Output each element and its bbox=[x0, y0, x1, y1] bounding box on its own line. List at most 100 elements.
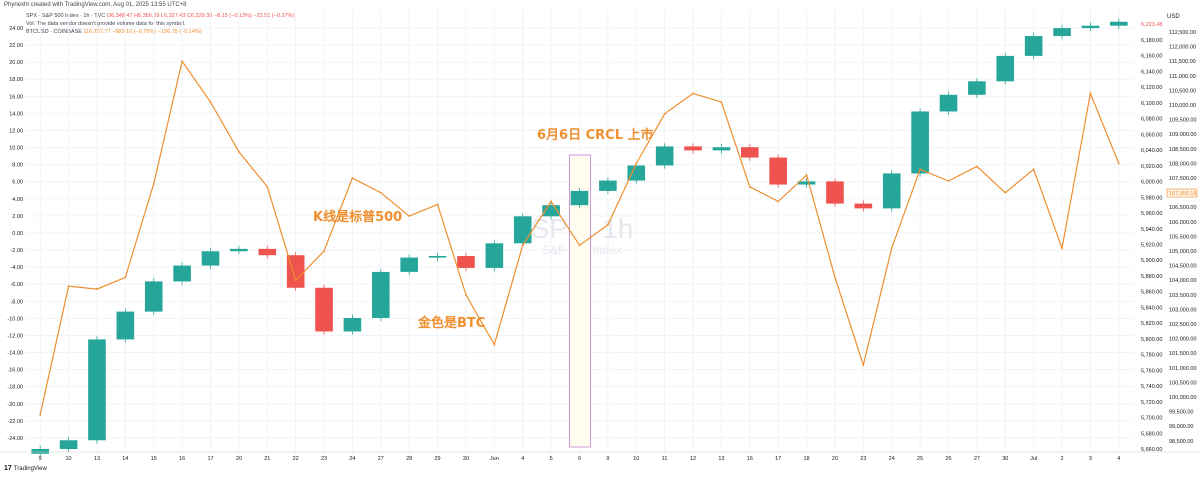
spx-axis-tick: 5,980.00 bbox=[1141, 195, 1162, 201]
spx-axis-tick: 6,080.00 bbox=[1141, 117, 1162, 123]
spx-candle-body bbox=[286, 255, 305, 288]
btc-point bbox=[436, 203, 439, 206]
left-axis-tick: -22.00 bbox=[7, 419, 23, 425]
btc-point bbox=[720, 101, 723, 104]
btc-axis-tick: 103,500.00 bbox=[1169, 293, 1197, 299]
spx-candle-body bbox=[201, 251, 220, 266]
spx-candle-body bbox=[258, 248, 277, 256]
btc-point bbox=[862, 364, 865, 366]
btc-point bbox=[919, 168, 922, 171]
btc-point bbox=[39, 413, 42, 416]
time-axis: 9 10 13 14 15 16 17 20 21 22 23 24 27 28 29 30 Jun 4 5 6 9 10… bbox=[0, 451, 1200, 462]
spx-candle-body bbox=[1081, 25, 1100, 29]
left-axis-tick: -16.00 bbox=[7, 368, 23, 374]
btc-point bbox=[550, 200, 553, 203]
spx-axis-tick: 5,880.00 bbox=[1141, 274, 1162, 280]
btc-axis-tick: 111,000.00 bbox=[1169, 74, 1196, 80]
spx-price-axis: 6,180.00 6,160.00 6,140.00 6,120.00 6,100.00… bbox=[1141, 22, 1162, 453]
spx-candle-body bbox=[542, 205, 560, 217]
legend-btc-row[interactable]: BTCUSD · COINBASE 116,757.77 −883.16 (−0… bbox=[26, 28, 294, 36]
chart-legend: SPX · S&P 500 Index · 1h · TVC O6,348.47… bbox=[26, 12, 294, 36]
annotation-kline-spx: K线是标普500 bbox=[313, 210, 403, 225]
btc-axis-tick: 99,000.00 bbox=[1169, 424, 1193, 430]
time-axis-tick: 18 bbox=[804, 456, 810, 462]
spx-candle-body bbox=[343, 317, 362, 332]
btc-axis-tick: 105,500.00 bbox=[1169, 234, 1197, 240]
btc-point bbox=[805, 174, 808, 177]
spx-candle-body bbox=[882, 173, 901, 209]
spx-axis-tick: 5,940.00 bbox=[1141, 227, 1162, 233]
spx-candle-body bbox=[1053, 28, 1071, 37]
spx-candle-body bbox=[372, 271, 390, 318]
btc-point bbox=[237, 150, 240, 153]
spx-axis-tick: 5,800.00 bbox=[1141, 337, 1162, 343]
btc-point bbox=[663, 112, 666, 115]
time-axis-tick: 24 bbox=[889, 456, 895, 462]
spx-axis-tick: 5,740.00 bbox=[1141, 384, 1162, 390]
time-axis-tick: 14 bbox=[122, 456, 128, 462]
annotation-crcl-listing: 6月6日 CRCL 上市 bbox=[537, 128, 654, 143]
time-axis-tick: 10 bbox=[633, 456, 639, 462]
left-axis-tick: -18.00 bbox=[7, 385, 23, 391]
time-axis-tick: 10 bbox=[66, 456, 72, 462]
btc-point bbox=[521, 244, 524, 247]
spx-candle-body bbox=[854, 203, 873, 209]
spx-axis-tick: 5,680.00 bbox=[1141, 431, 1162, 437]
time-axis-tick: 4 bbox=[521, 456, 524, 462]
spx-axis-tick: 6,040.00 bbox=[1141, 148, 1162, 154]
left-axis-tick: -24.00 bbox=[7, 436, 23, 442]
left-axis-tick: 24.00 bbox=[9, 26, 23, 32]
spx-candles bbox=[31, 18, 1128, 457]
btc-axis-tick: 111,500.00 bbox=[1169, 59, 1196, 65]
btc-axis-tick: 101,000.00 bbox=[1169, 366, 1197, 372]
spx-candle-body bbox=[826, 181, 844, 204]
spx-candle-body bbox=[144, 281, 163, 312]
btc-axis-tick: 107,500.00 bbox=[1169, 176, 1197, 182]
btc-axis-tick: 100,000.00 bbox=[1169, 395, 1197, 401]
btc-axis-tick: 108,500.00 bbox=[1169, 147, 1197, 153]
left-axis-tick: 2.00 bbox=[12, 214, 23, 220]
spx-axis-tick: 5,660.00 bbox=[1141, 447, 1162, 453]
left-axis-tick: 14.00 bbox=[9, 111, 23, 117]
btc-point bbox=[351, 177, 354, 179]
tradingview-logo[interactable]: 17 TradingView bbox=[4, 465, 47, 472]
spx-candle-body bbox=[513, 216, 532, 244]
time-axis-tick: 30 bbox=[463, 456, 469, 462]
left-axis-tick: -20.00 bbox=[7, 402, 23, 408]
btc-point bbox=[692, 92, 694, 95]
grid-lines bbox=[26, 10, 1133, 452]
spx-axis-tick: 6,140.00 bbox=[1141, 69, 1162, 75]
time-axis-tick: 16 bbox=[747, 456, 753, 462]
spx-axis-tick: 5,840.00 bbox=[1141, 305, 1162, 311]
btc-point bbox=[294, 279, 297, 282]
btc-axis-tick: 108,000.00 bbox=[1169, 161, 1197, 167]
spx-axis-tick: 5,700.00 bbox=[1141, 416, 1162, 422]
time-axis-tick: 4 bbox=[1117, 456, 1120, 462]
btc-axis-tick: 106,500.00 bbox=[1169, 205, 1197, 211]
currency-label[interactable]: USD bbox=[1167, 14, 1180, 20]
crcl-highlight-box bbox=[569, 154, 591, 448]
spx-candle-body bbox=[712, 147, 731, 151]
time-axis-tick: 12 bbox=[690, 456, 696, 462]
time-axis-tick: 27 bbox=[378, 456, 384, 462]
btc-axis-tick: 104,500.00 bbox=[1169, 264, 1197, 270]
btc-point bbox=[1117, 162, 1120, 165]
time-axis-tick: 28 bbox=[406, 456, 412, 462]
time-axis-tick: 20 bbox=[236, 456, 242, 462]
btc-price-axis: 112,500.00 112,000.00 111,500.00 111,000.00… bbox=[1166, 30, 1198, 445]
time-axis-tick: 13 bbox=[94, 456, 100, 462]
left-axis-tick: -10.00 bbox=[7, 316, 23, 322]
left-axis-tick: 6.00 bbox=[12, 180, 23, 186]
spx-axis-tick: 5,720.00 bbox=[1141, 400, 1162, 406]
spx-candle-body bbox=[173, 265, 191, 282]
time-axis-tick: 13 bbox=[718, 456, 724, 462]
spx-candle-body bbox=[400, 257, 418, 272]
time-axis-tick: 2 bbox=[1061, 456, 1064, 462]
btc-last-price-box bbox=[1166, 188, 1198, 198]
spx-axis-tick: 6,060.00 bbox=[1141, 132, 1162, 138]
spx-candle-body bbox=[428, 256, 447, 258]
left-axis-tick: 10.00 bbox=[9, 146, 23, 152]
btc-point bbox=[578, 244, 581, 247]
legend-spx-row[interactable]: SPX · S&P 500 Index · 1h · TVC O6,348.47… bbox=[26, 12, 294, 20]
